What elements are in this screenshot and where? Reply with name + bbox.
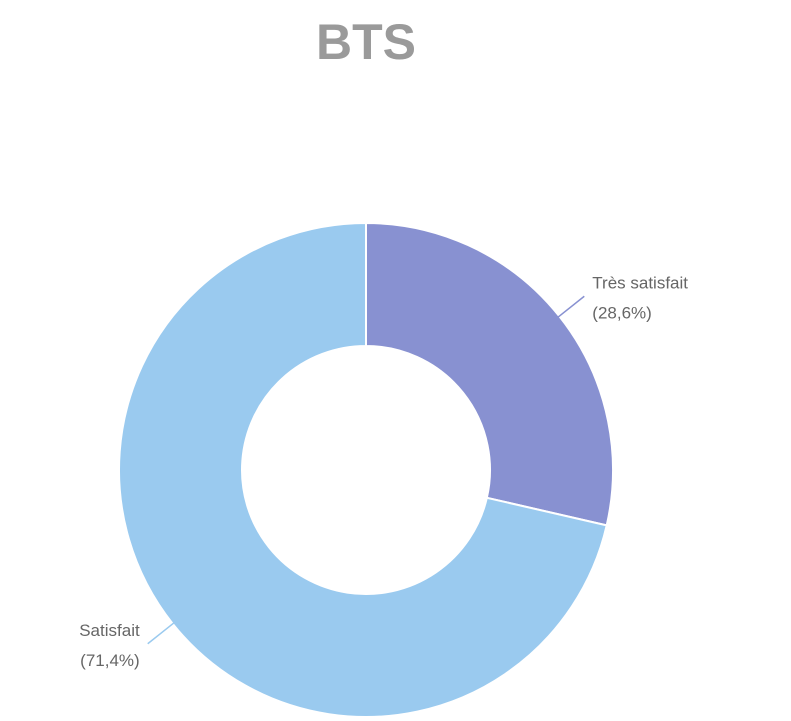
leader-line	[556, 295, 585, 319]
leader-line	[147, 621, 176, 645]
chart-title: BTS	[316, 14, 416, 70]
slice	[118, 221, 608, 718]
slice-label: Très satisfait	[592, 274, 688, 293]
slice-label: Satisfait	[79, 621, 140, 640]
slice	[365, 221, 614, 527]
slice-value-label: (28,6%)	[592, 304, 652, 323]
slice-value-label: (71,4%)	[80, 651, 140, 670]
